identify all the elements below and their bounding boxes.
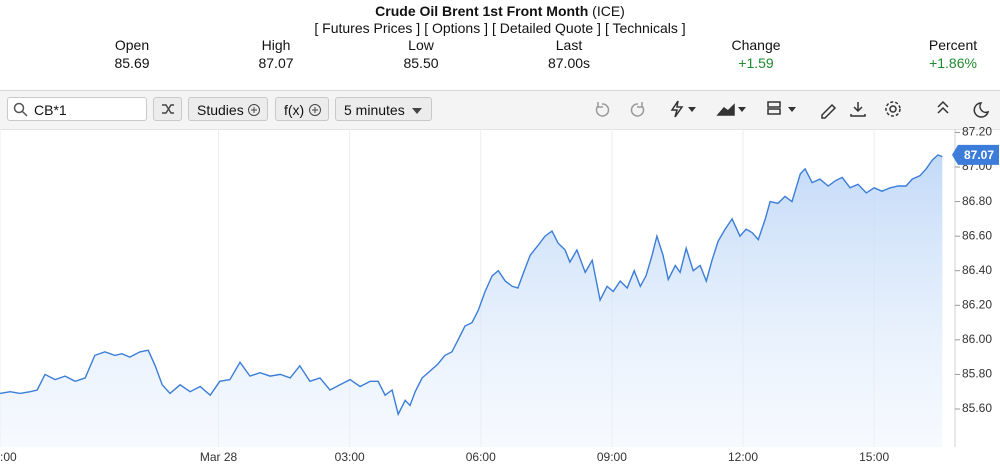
shuffle-icon	[162, 104, 174, 114]
stat-value: 87.07	[258, 55, 294, 71]
y-tick-label: 85.60	[962, 401, 992, 415]
plus-icon	[248, 104, 260, 116]
y-tick-label: 86.40	[962, 263, 992, 277]
stat-value: +1.59	[738, 55, 774, 71]
plus-icon	[309, 104, 321, 116]
title: Crude Oil Brent 1st Front Month	[375, 3, 589, 19]
stat-label: Percent	[928, 37, 978, 53]
title-row: Crude Oil Brent 1st Front Month (ICE)	[375, 3, 625, 19]
exchange: (ICE)	[592, 3, 625, 19]
fx-button[interactable]: f(x)	[275, 97, 329, 121]
stat-value: 85.50	[403, 55, 439, 71]
price-line	[0, 154, 943, 417]
x-tick-label: 06:00	[466, 450, 496, 464]
stat-label: Open	[114, 37, 150, 53]
stat-value: +1.86%	[929, 55, 977, 71]
y-tick-label: 86.00	[962, 332, 992, 346]
link[interactable]: [ Technicals ]	[604, 20, 686, 36]
stat-label: Last	[555, 37, 583, 53]
link[interactable]: [ Detailed Quote ]	[492, 20, 601, 36]
toolbar-icons	[595, 100, 990, 119]
y-tick-label: 86.80	[962, 194, 992, 208]
area	[0, 154, 943, 447]
x-tick-label: 15:00	[859, 450, 889, 464]
interval-button[interactable]: 5 minutes	[335, 97, 432, 121]
stat-label: Low	[408, 37, 434, 53]
last-price-label: 87.07	[964, 148, 994, 162]
search-icon	[13, 102, 28, 117]
last-price-badge	[952, 144, 999, 165]
x-tick-label: 09:00	[597, 450, 627, 464]
y-tick-label: 86.20	[962, 297, 992, 311]
y-tick-label: 85.80	[962, 367, 992, 381]
compare-button[interactable]	[153, 97, 182, 121]
links: [ Futures Prices ][ Options ][ Detailed …	[312, 20, 687, 36]
studies-button[interactable]: Studies	[188, 97, 268, 121]
stat-label: Change	[731, 37, 781, 53]
link[interactable]: [ Options ]	[424, 20, 488, 36]
y-tick-label: 87.20	[962, 125, 992, 139]
link[interactable]: [ Futures Prices ]	[314, 20, 421, 36]
button-label: f(x)	[284, 102, 305, 118]
x-tick-label: 03:00	[335, 450, 365, 464]
stat-label: High	[261, 37, 291, 53]
button-label: Studies	[197, 102, 244, 118]
x-tick-label: :00	[0, 450, 17, 464]
x-tick-label: Mar 28	[200, 450, 238, 464]
stat-value: 85.69	[114, 55, 150, 71]
stat-value: 87.00s	[547, 55, 591, 71]
x-tick-label: 12:00	[728, 450, 758, 464]
caret	[412, 108, 422, 114]
search-text: CB*1	[34, 102, 67, 118]
button-label: 5 minutes	[344, 102, 405, 118]
y-tick-label: 86.60	[962, 228, 992, 242]
search-box[interactable]: CB*1	[7, 97, 147, 121]
